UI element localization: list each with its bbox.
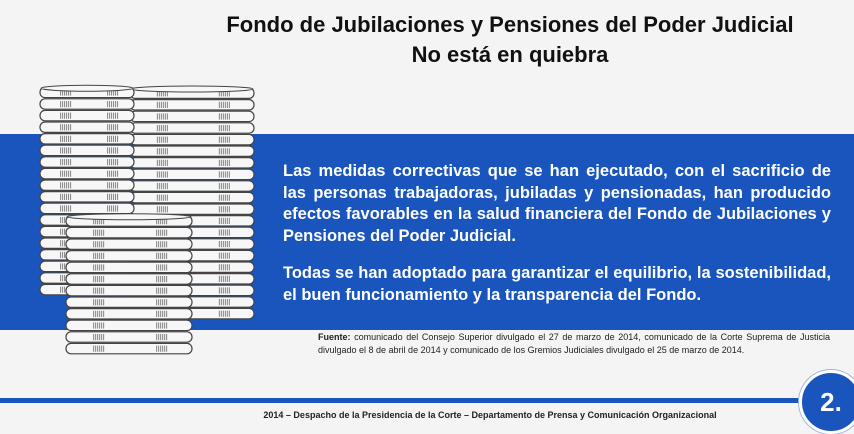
source-note: Fuente: comunicado del Consejo Superior … bbox=[318, 331, 830, 357]
coin bbox=[65, 342, 193, 355]
main-text: Las medidas correctivas que se han ejecu… bbox=[283, 161, 831, 322]
coin bbox=[39, 179, 135, 191]
title-line-1: Fondo de Jubilaciones y Pensiones del Po… bbox=[226, 12, 794, 37]
bottom-divider bbox=[0, 398, 812, 403]
paragraph-2: Todas se han adoptado para garantizar el… bbox=[283, 264, 831, 304]
source-text: comunicado del Consejo Superior divulgad… bbox=[318, 332, 830, 355]
coin bbox=[65, 273, 193, 285]
coin bbox=[39, 144, 135, 157]
coin bbox=[39, 133, 135, 145]
source-label: Fuente: bbox=[318, 332, 351, 342]
coin bbox=[129, 191, 255, 204]
coin bbox=[129, 122, 255, 134]
coin bbox=[65, 308, 193, 320]
coin bbox=[65, 319, 193, 332]
coin bbox=[129, 203, 255, 215]
coin bbox=[39, 167, 135, 180]
coin bbox=[39, 121, 135, 133]
paragraph-1: Las medidas correctivas que se han ejecu… bbox=[283, 162, 831, 245]
coin bbox=[39, 98, 135, 110]
page-title: Fondo de Jubilaciones y Pensiones del Po… bbox=[160, 10, 854, 70]
coin bbox=[129, 133, 255, 146]
slide-number-badge: 2. bbox=[799, 370, 854, 434]
coin bbox=[129, 168, 255, 181]
coin bbox=[65, 261, 193, 274]
coin bbox=[39, 202, 135, 215]
coin bbox=[39, 191, 135, 203]
coin bbox=[39, 156, 135, 168]
coin bbox=[65, 331, 193, 343]
coin bbox=[65, 296, 193, 308]
coin bbox=[65, 284, 193, 297]
title-line-2: No está en quiebra bbox=[411, 42, 609, 67]
coin bbox=[129, 157, 255, 169]
footer-credit: 2014 – Despacho de la Presidencia de la … bbox=[263, 410, 717, 420]
coin bbox=[129, 180, 255, 192]
coin-stack bbox=[65, 213, 193, 355]
coin bbox=[65, 250, 193, 262]
coin bbox=[129, 110, 255, 123]
coin bbox=[129, 145, 255, 157]
coin bbox=[65, 238, 193, 250]
coin bbox=[39, 109, 135, 122]
coin bbox=[129, 98, 255, 111]
coin bbox=[65, 226, 193, 239]
